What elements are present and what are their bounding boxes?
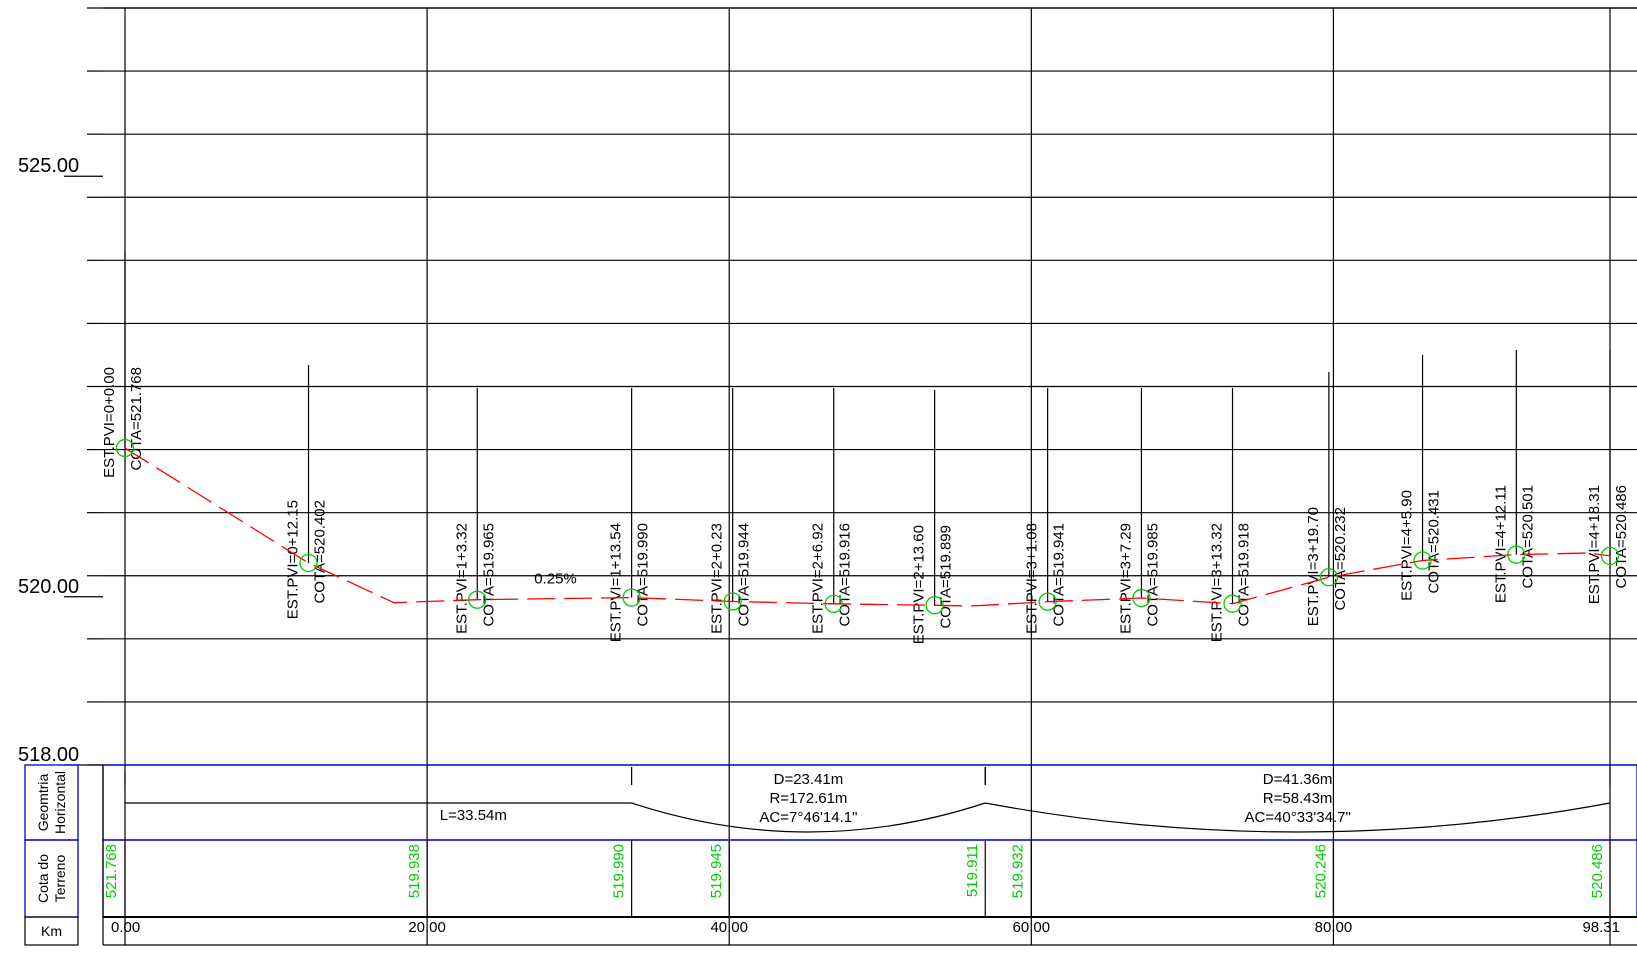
curve-parameter-label: D=23.41m [774, 771, 844, 788]
pvi-marker [1600, 546, 1620, 566]
pvi-station-label: EST.PVI=1+13.54 [608, 523, 625, 642]
pvi-markers [115, 438, 1620, 615]
pvi-elevation-label: COTA=519.990 [635, 523, 652, 627]
horizontal-curve [631, 802, 986, 833]
terrain-elevation-label: 519.945 [708, 844, 725, 898]
pvi-annotations: EST.PVI=0+0.00 COTA=521.768EST.PVI=0+12.1… [101, 252, 1630, 644]
pvi-station-label: EST.PVI=1+3.32 [453, 523, 470, 634]
pvi-marker [622, 588, 641, 607]
pvi-elevation-label: COTA=520.402 [312, 500, 329, 604]
elevation-label: 520.00 [18, 576, 79, 598]
terrain-band-label: Cota do [35, 854, 51, 903]
pvi-station-label: EST.PVI=2+0.23 [709, 523, 726, 634]
pvi-marker [115, 438, 135, 458]
data-bands: Geomtria Horizontal Cota do Terreno Km L=33.5… [24, 764, 1637, 946]
pvi-elevation-label: COTA=520.486 [1613, 485, 1630, 589]
profile-grid [87, 7, 1637, 945]
terrain-elevation-label: 519.911 [964, 844, 981, 897]
pvi-station-label: EST.PVI=4+12.11 [1492, 485, 1509, 603]
pvi-station-label: EST.PVI=2+6.92 [810, 523, 827, 634]
geometry-band-label: Geomtria [35, 774, 51, 832]
terrain-elevation-label: 520.246 [1312, 844, 1329, 898]
elevation-label: 525.00 [18, 155, 79, 177]
curve-parameter-label: R=58.43m [1263, 790, 1333, 807]
station-label: 0.00 [111, 919, 140, 936]
station-label: 60.00 [1013, 919, 1051, 936]
pvi-station-label: EST.PVI=3+1.08 [1024, 523, 1041, 634]
pvi-marker [468, 590, 487, 609]
pvi-marker [1413, 551, 1432, 570]
terrain-band-label: Terreno [52, 855, 68, 903]
pvi-marker [299, 553, 318, 573]
pvi-marker [1507, 545, 1526, 564]
station-label: 80.00 [1315, 919, 1353, 936]
design-profile-line [124, 447, 1611, 607]
terrain-band-frame [102, 839, 1637, 918]
curve-parameter-label: R=172.61m [769, 790, 847, 807]
curve-parameter-label: AC=40°33'34.7" [1244, 809, 1350, 826]
station-label: 98.31 [1582, 919, 1620, 936]
horizontal-curve [985, 802, 1611, 833]
pvi-marker [824, 594, 843, 613]
pvi-station-label: EST.PVI=3+13.32 [1209, 523, 1226, 642]
pvi-elevation-label: COTA=520.431 [1426, 490, 1443, 594]
terrain-elevation-label: 520.486 [1589, 844, 1606, 898]
pvi-marker [1223, 594, 1242, 613]
curve-parameter-label: AC=7°46'14.1" [759, 809, 857, 826]
pvi-elevation-label: COTA=520.232 [1332, 507, 1349, 611]
grade-label: 0.25% [534, 571, 577, 588]
tangent-length-label: L=33.54m [440, 807, 507, 824]
km-label-box [24, 916, 79, 946]
pvi-station-label: EST.PVI=2+13.60 [911, 525, 928, 644]
km-band-label: Km [41, 923, 62, 939]
station-label: 40.00 [710, 919, 748, 936]
elevation-axis-labels: 525.00 520.00 518.00 [18, 155, 103, 766]
pvi-station-label: EST.PVI=3+7.29 [1117, 523, 1134, 634]
pvi-elevation-label: COTA=519.965 [480, 523, 497, 627]
terrain-elevation-label: 521.768 [103, 844, 120, 898]
pvi-elevation-label: COTA=520.501 [1519, 485, 1536, 589]
pvi-station-label: EST.PVI=0+0.00 [101, 367, 118, 478]
pvi-station-label: EST.PVI=0+12.15 [285, 500, 302, 619]
terrain-elevation-label: 519.938 [406, 844, 423, 898]
profile-line [124, 447, 1611, 607]
pvi-elevation-label: COTA=519.985 [1144, 523, 1161, 627]
curve-parameter-label: D=41.36m [1263, 771, 1333, 788]
pvi-elevation-label: COTA=519.899 [938, 525, 955, 629]
pvi-marker [1132, 588, 1151, 608]
pvi-marker [925, 596, 944, 615]
terrain-elevation-label: 519.932 [1009, 844, 1026, 898]
elevation-label: 518.00 [18, 744, 79, 766]
geometry-band-label: Horizontal [52, 771, 68, 834]
pvi-station-label: EST.PVI=4+5.90 [1399, 490, 1416, 601]
pvi-elevation-label: COTA=519.944 [736, 523, 753, 627]
pvi-elevation-label: COTA=519.918 [1236, 523, 1253, 627]
pvi-marker [723, 592, 742, 611]
pvi-marker [1319, 568, 1339, 587]
terrain-elevation-label: 519.990 [611, 844, 628, 898]
pvi-elevation-label: COTA=519.941 [1051, 523, 1068, 627]
pvi-marker [1038, 592, 1057, 611]
station-label: 20.00 [408, 919, 446, 936]
pvi-station-label: EST.PVI=4+18.31 [1586, 485, 1603, 604]
pvi-station-label: EST.PVI=3+19.70 [1305, 507, 1322, 626]
